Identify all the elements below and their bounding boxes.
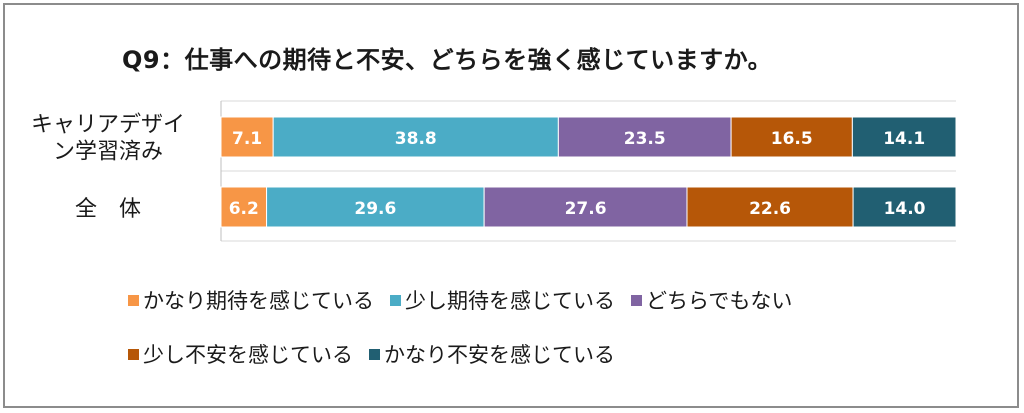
legend-row-2: 少し不安を感じている かなり不安を感じている xyxy=(128,337,968,371)
data-label: 23.5 xyxy=(624,129,666,149)
data-label: 14.1 xyxy=(883,129,925,149)
bar-segment xyxy=(852,186,957,228)
legend-label: どちらでもない xyxy=(646,289,793,313)
legend-swatch-3 xyxy=(128,348,139,360)
legend-label: かなり期待を感じている xyxy=(143,289,374,313)
data-label: 6.2 xyxy=(229,199,259,219)
legend-label: 少し期待を感じている xyxy=(405,289,615,313)
category-label: キャリアデザイ xyxy=(31,113,185,138)
legend-item: かなり期待を感じている xyxy=(128,285,374,315)
bar-segment xyxy=(266,186,485,228)
legend-item: 少し期待を感じている xyxy=(390,285,615,315)
legend-row-1: かなり期待を感じている 少し期待を感じている どちらでもない xyxy=(128,283,968,317)
legend-label: 少し不安を感じている xyxy=(143,343,353,367)
chart-legend: かなり期待を感じている 少し期待を感じている どちらでもない 少し不安を感じてい… xyxy=(128,283,968,391)
bar-segment xyxy=(851,116,957,158)
legend-label: かなり不安を感じている xyxy=(384,343,615,367)
bar-segment xyxy=(686,186,854,228)
bar-segment xyxy=(220,116,274,158)
legend-swatch-4 xyxy=(369,348,380,360)
data-label: 22.6 xyxy=(749,199,791,219)
legend-swatch-0 xyxy=(128,294,139,306)
bar-segment xyxy=(557,116,732,158)
legend-swatch-1 xyxy=(390,294,401,306)
data-label: 27.6 xyxy=(565,199,607,219)
data-label: 16.5 xyxy=(771,129,813,149)
bar-segment xyxy=(272,116,559,158)
bar-segment xyxy=(730,116,853,158)
chart-bars: 7.1 38.8 23.5 16.5 14.1 6.2 29.6 27.6 22.6 14.0 xyxy=(220,116,957,228)
legend-swatch-2 xyxy=(631,294,642,306)
chart-title: Q9：仕事への期待と不安、どちらを強く感じていますか。 xyxy=(122,46,773,74)
data-label: 29.6 xyxy=(354,199,396,219)
legend-item: どちらでもない xyxy=(631,285,792,315)
data-label: 14.0 xyxy=(884,199,926,219)
bar-segment xyxy=(483,186,688,228)
category-label: ン学習済み xyxy=(53,140,163,165)
category-label: 全 体 xyxy=(75,197,141,222)
data-label: 7.1 xyxy=(232,129,262,149)
legend-item: かなり不安を感じている xyxy=(369,339,615,369)
data-label: 38.8 xyxy=(395,129,437,149)
legend-item: 少し不安を感じている xyxy=(128,339,353,369)
